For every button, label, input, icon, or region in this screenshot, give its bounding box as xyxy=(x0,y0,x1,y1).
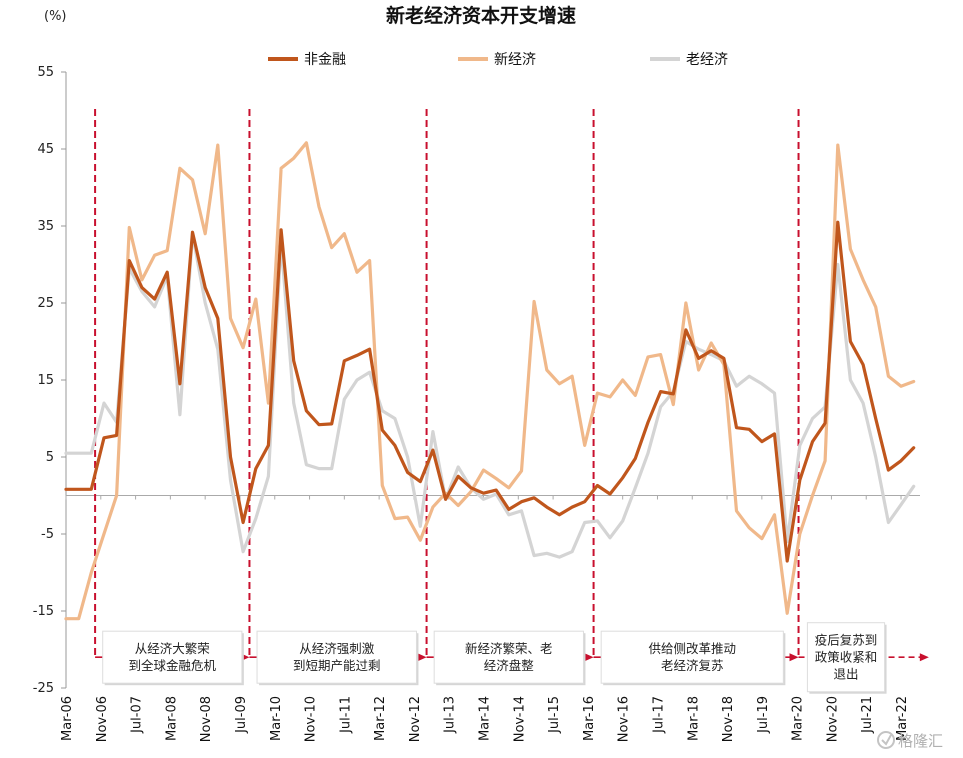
x-tick-label: Mar-12 xyxy=(373,696,388,741)
x-tick-label: Nov-16 xyxy=(617,696,632,742)
x-tick-label: Mar-16 xyxy=(582,696,597,741)
period-arrow-head xyxy=(584,653,594,662)
period-label-text: 疫后复苏到 xyxy=(815,633,878,648)
x-tick-label: Jul-19 xyxy=(756,696,771,734)
period-label-text: 新经济繁荣、老 xyxy=(465,641,553,656)
legend: 非金融 新经济 老经济 xyxy=(268,52,728,68)
period-arrow-head xyxy=(919,653,929,662)
series-line-2 xyxy=(64,232,916,559)
period-label-text: 从经济强刺激 xyxy=(299,641,375,656)
legend-label: 新经济 xyxy=(494,52,536,68)
y-tick-label: 45 xyxy=(37,142,54,157)
y-axis-unit: (%) xyxy=(44,9,67,24)
y-tick-label: -25 xyxy=(33,681,54,696)
series-lines xyxy=(64,141,916,621)
y-axis: 55 45 35 25 15 5 -5 -15 -25 xyxy=(33,65,67,696)
y-tick-label: 55 xyxy=(37,65,54,80)
x-tick-label: Mar-10 xyxy=(269,696,284,741)
period-label-text: 到短期产能过剩 xyxy=(293,658,381,673)
x-tick-label: Nov-20 xyxy=(825,696,840,742)
x-tick-label: Nov-10 xyxy=(304,696,319,742)
period-label-text: 供给侧改革推动 xyxy=(649,641,737,656)
y-tick-label: 35 xyxy=(37,219,54,234)
y-tick-label: 25 xyxy=(37,296,54,311)
x-tick-label: Jul-13 xyxy=(443,696,458,734)
legend-item: 非金融 xyxy=(268,52,346,68)
x-tick-label: Nov-14 xyxy=(512,696,527,742)
watermark: 格隆汇 xyxy=(877,731,943,750)
legend-label: 老经济 xyxy=(686,52,728,68)
x-tick-label: Mar-20 xyxy=(791,696,806,741)
period-label-bg xyxy=(102,630,243,684)
watermark-text: 格隆汇 xyxy=(898,732,943,750)
period-label-bg xyxy=(256,630,417,684)
x-tick-label: Mar-14 xyxy=(478,696,493,741)
period-label-bg xyxy=(806,622,886,693)
watermark-logo-icon xyxy=(877,731,895,749)
period-label-text: 退出 xyxy=(833,667,858,682)
chart-title: 新老经济资本开支增速 xyxy=(386,4,576,27)
period-annotations: 从经济大繁荣到全球金融危机从经济强刺激到短期产能过剩新经济繁荣、老经济盘整供给侧… xyxy=(94,108,929,694)
x-tick-label: Jul-15 xyxy=(547,696,562,734)
x-tick-label: Nov-12 xyxy=(408,696,423,742)
legend-label: 非金融 xyxy=(304,52,346,68)
period-label-text: 到全球金融危机 xyxy=(129,658,217,673)
x-tick-label: Mar-06 xyxy=(60,696,75,741)
series-line-0 xyxy=(64,220,916,563)
y-tick-label: 15 xyxy=(37,373,54,388)
x-tick-label: Jul-17 xyxy=(651,696,666,734)
legend-item: 老经济 xyxy=(650,52,728,68)
period-label-bg xyxy=(600,630,784,684)
x-tick-label: Jul-07 xyxy=(130,696,145,734)
x-tick-label: Jul-09 xyxy=(234,696,249,734)
x-tick-label: Mar-22 xyxy=(895,696,910,741)
x-tick-label: Jul-11 xyxy=(338,696,353,734)
period-label-bg xyxy=(433,630,584,684)
series-line-1 xyxy=(64,141,916,621)
x-tick-label: Nov-06 xyxy=(95,696,110,742)
x-tick-label: Jul-21 xyxy=(860,696,875,734)
x-tick-label: Mar-08 xyxy=(164,696,179,741)
period-label-text: 政策收紧和 xyxy=(815,650,878,665)
x-tick-label: Nov-08 xyxy=(199,696,214,742)
x-tick-label: Mar-18 xyxy=(686,696,701,741)
y-tick-label: -5 xyxy=(41,527,54,542)
legend-item: 新经济 xyxy=(458,52,536,68)
y-tick-label: 5 xyxy=(46,450,54,465)
x-tick-label: Nov-18 xyxy=(721,696,736,742)
period-label-text: 从经济大繁荣 xyxy=(135,641,211,656)
period-arrow-head xyxy=(417,653,427,662)
period-label-text: 经济盘整 xyxy=(484,658,535,673)
period-arrow-head xyxy=(789,653,799,662)
y-tick-label: -15 xyxy=(33,604,54,619)
period-label-text: 老经济复苏 xyxy=(661,658,724,673)
